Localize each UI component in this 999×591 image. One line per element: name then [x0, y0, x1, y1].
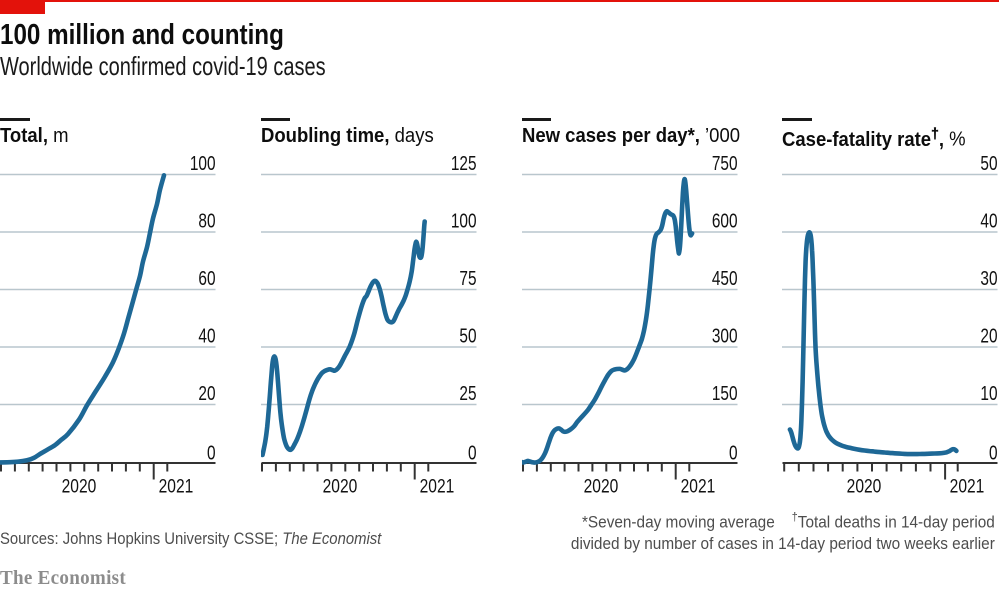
- svg-text:2021: 2021: [950, 475, 985, 497]
- svg-text:2020: 2020: [583, 475, 618, 497]
- svg-text:0: 0: [989, 442, 998, 464]
- svg-text:60: 60: [198, 267, 215, 289]
- svg-text:750: 750: [711, 152, 737, 174]
- svg-text:2021: 2021: [419, 475, 454, 497]
- svg-text:100: 100: [451, 210, 477, 232]
- svg-text:20: 20: [198, 382, 215, 404]
- svg-text:30: 30: [981, 267, 998, 289]
- svg-text:2021: 2021: [159, 475, 194, 497]
- svg-text:600: 600: [711, 210, 737, 232]
- svg-text:10: 10: [981, 382, 998, 404]
- svg-text:40: 40: [198, 325, 215, 347]
- svg-text:125: 125: [451, 152, 477, 174]
- svg-text:450: 450: [711, 267, 737, 289]
- svg-text:0: 0: [729, 442, 738, 464]
- svg-text:2020: 2020: [847, 475, 882, 497]
- svg-text:0: 0: [468, 442, 477, 464]
- svg-text:40: 40: [981, 210, 998, 232]
- svg-text:2021: 2021: [680, 475, 715, 497]
- svg-text:2020: 2020: [322, 475, 357, 497]
- svg-text:50: 50: [981, 152, 998, 174]
- svg-text:2020: 2020: [62, 475, 97, 497]
- svg-text:75: 75: [459, 267, 476, 289]
- svg-text:20: 20: [981, 325, 998, 347]
- svg-text:25: 25: [459, 382, 476, 404]
- svg-text:100: 100: [190, 152, 216, 174]
- svg-text:50: 50: [459, 325, 476, 347]
- svg-text:0: 0: [207, 442, 216, 464]
- svg-text:80: 80: [198, 210, 215, 232]
- svg-text:150: 150: [711, 382, 737, 404]
- svg-text:300: 300: [711, 325, 737, 347]
